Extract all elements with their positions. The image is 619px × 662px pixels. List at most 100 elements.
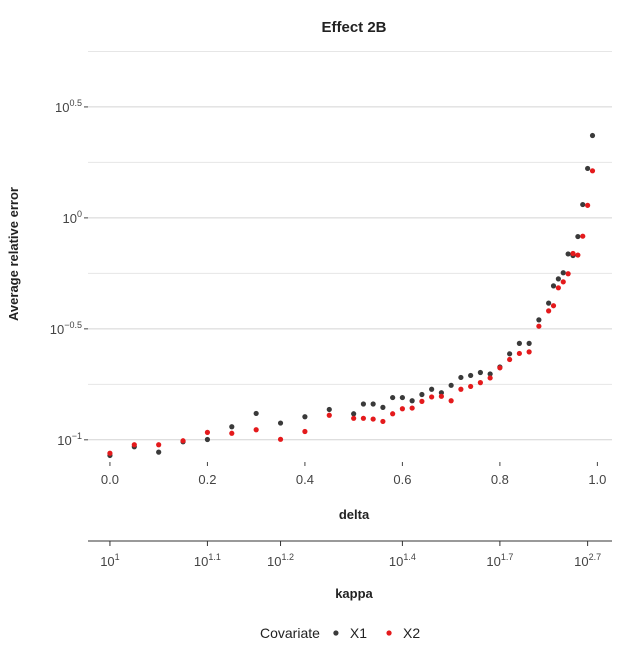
point-x2 (370, 416, 376, 422)
point-x2 (477, 380, 483, 386)
legend-key-x2 (386, 630, 392, 636)
point-x2 (550, 303, 557, 309)
point-x2 (565, 271, 571, 277)
point-x2 (448, 398, 454, 404)
point-x2 (585, 202, 591, 208)
point-x1 (468, 372, 474, 379)
point-x2 (526, 349, 532, 355)
point-x1 (253, 410, 259, 417)
point-x2 (156, 442, 162, 448)
point-x1 (409, 398, 415, 404)
point-x2 (570, 250, 576, 257)
x-axis-ticks: 0.0 0.2 0.4 0.6 0.8 1.0 (101, 462, 606, 487)
kappa-tick-label: 101 (100, 552, 119, 569)
kappa-tick-label: 102.7 (574, 552, 601, 569)
point-x2 (507, 356, 513, 363)
x-tick-label: 0.8 (491, 472, 509, 487)
point-x1 (477, 369, 483, 376)
point-x2 (131, 442, 137, 448)
legend: Covariate X1 X2 (260, 625, 420, 641)
kappa-tick-label: 101.1 (194, 552, 221, 569)
y-axis-label: Average relative error (6, 187, 21, 321)
point-x2 (302, 428, 308, 435)
point-x2 (419, 398, 425, 404)
point-x1 (536, 317, 542, 323)
point-x2 (277, 436, 284, 442)
point-x2 (516, 350, 522, 357)
chart-title: Effect 2B (321, 19, 386, 36)
point-x1 (277, 420, 284, 426)
kappa-axis-ticks: 101 101.1 101.2 101.4 101.7 102.7 (100, 541, 601, 569)
point-x2 (536, 323, 542, 329)
y-tick-label: 10−0.5 (50, 320, 82, 337)
kappa-tick-label: 101.7 (486, 552, 513, 569)
point-x2 (326, 412, 332, 418)
point-x1 (448, 382, 454, 388)
point-x1 (390, 394, 396, 401)
point-x2 (429, 394, 435, 400)
point-x1 (575, 233, 581, 240)
point-x1 (546, 300, 552, 306)
point-x2 (497, 365, 503, 371)
y-tick-label: 10−1 (57, 431, 82, 448)
data-points (107, 132, 596, 459)
point-x1 (550, 283, 557, 289)
point-x1 (555, 276, 561, 282)
point-x1 (370, 401, 376, 407)
point-x1 (229, 424, 235, 430)
x-tick-label: 0.4 (296, 472, 314, 487)
x-axis-label: delta (339, 507, 370, 522)
point-x1 (326, 406, 332, 413)
point-x2 (204, 429, 211, 435)
point-x2 (360, 415, 367, 421)
point-x2 (580, 233, 586, 239)
point-x1 (156, 449, 162, 455)
point-x1 (516, 340, 522, 346)
point-x1 (560, 270, 566, 276)
legend-key-x1 (333, 630, 339, 636)
point-x2 (351, 415, 357, 421)
point-x2 (409, 405, 415, 411)
point-x2 (180, 438, 186, 444)
kappa-axis-label: kappa (335, 586, 373, 601)
x-tick-label: 0.2 (198, 472, 216, 487)
y-tick-label: 100 (63, 209, 82, 226)
kappa-tick-label: 101.4 (389, 552, 416, 569)
point-x2 (575, 252, 581, 258)
legend-title: Covariate (260, 625, 320, 641)
point-x1 (458, 374, 464, 381)
point-x2 (438, 393, 444, 399)
point-x2 (390, 411, 396, 417)
point-x1 (429, 386, 435, 392)
point-x1 (565, 251, 571, 257)
point-x2 (380, 418, 386, 425)
legend-label-x2: X2 (403, 625, 420, 641)
point-x2 (560, 279, 566, 285)
point-x2 (253, 427, 259, 433)
point-x1 (302, 414, 308, 420)
point-x1 (487, 371, 493, 377)
legend-label-x1: X1 (350, 625, 367, 641)
point-x2 (458, 386, 464, 392)
point-x2 (468, 383, 474, 390)
point-x2 (546, 308, 552, 314)
point-x2 (229, 430, 235, 436)
gridlines (88, 50, 612, 441)
point-x1 (399, 394, 405, 401)
point-x1 (204, 436, 211, 443)
point-x1 (589, 132, 596, 139)
point-x2 (555, 285, 561, 291)
point-x1 (580, 201, 586, 208)
point-x1 (360, 401, 367, 407)
point-x2 (399, 406, 405, 412)
y-axis-ticks: 10−1 10−0.5 100 100.5 (50, 98, 88, 448)
point-x1 (526, 340, 532, 346)
point-x2 (107, 450, 113, 456)
point-x1 (380, 404, 386, 410)
point-x1 (419, 391, 425, 398)
point-x1 (351, 411, 357, 417)
point-x2 (589, 168, 596, 174)
point-x1 (507, 351, 513, 357)
